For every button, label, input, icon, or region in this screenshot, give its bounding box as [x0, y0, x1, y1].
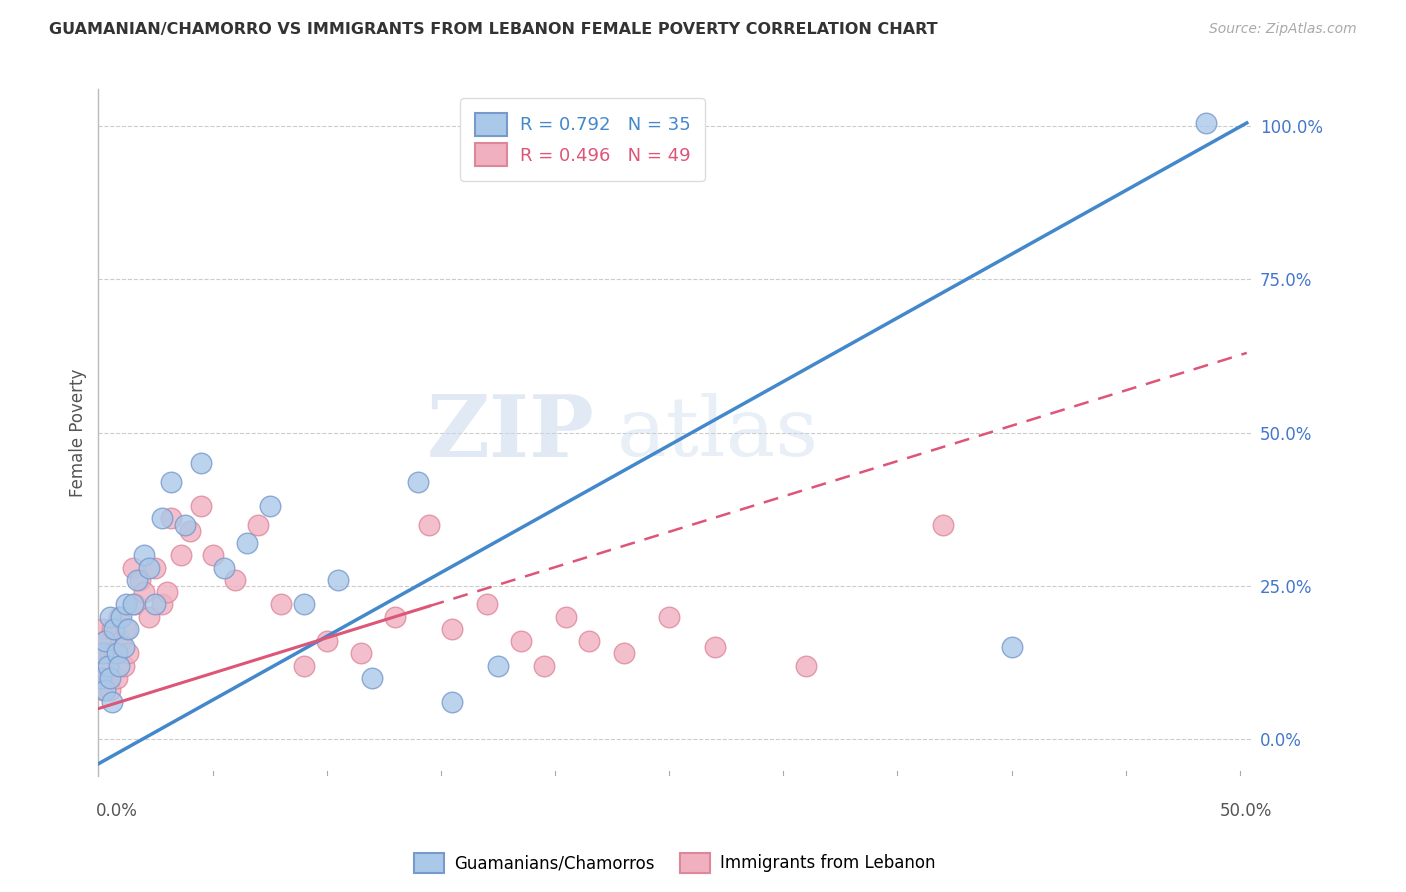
- Point: [121, 560, 143, 574]
- Point: [578, 634, 600, 648]
- Point: [112, 640, 135, 655]
- Point: [384, 609, 406, 624]
- Point: [98, 609, 121, 624]
- Point: [94, 658, 117, 673]
- Point: [270, 598, 292, 612]
- Point: [247, 517, 270, 532]
- Point: [361, 671, 384, 685]
- Point: [703, 640, 725, 655]
- Point: [132, 585, 155, 599]
- Point: [145, 560, 167, 574]
- Text: ZIP: ZIP: [426, 391, 595, 475]
- Point: [103, 622, 125, 636]
- Point: [94, 683, 117, 698]
- Point: [1195, 116, 1218, 130]
- Point: [292, 598, 315, 612]
- Point: [150, 598, 173, 612]
- Point: [794, 658, 817, 673]
- Point: [98, 646, 121, 660]
- Point: [127, 573, 149, 587]
- Y-axis label: Female Poverty: Female Poverty: [69, 368, 87, 497]
- Point: [110, 609, 132, 624]
- Point: [108, 658, 131, 673]
- Point: [224, 573, 246, 587]
- Point: [169, 548, 191, 563]
- Point: [236, 536, 259, 550]
- Point: [91, 622, 114, 636]
- Point: [174, 517, 197, 532]
- Point: [91, 683, 114, 698]
- Point: [441, 622, 464, 636]
- Point: [138, 609, 160, 624]
- Text: Source: ZipAtlas.com: Source: ZipAtlas.com: [1209, 22, 1357, 37]
- Point: [315, 634, 337, 648]
- Text: 50.0%: 50.0%: [1220, 802, 1272, 820]
- Point: [91, 646, 114, 660]
- Point: [94, 634, 117, 648]
- Point: [108, 609, 131, 624]
- Point: [101, 696, 124, 710]
- Point: [114, 598, 136, 612]
- Point: [658, 609, 681, 624]
- Point: [259, 500, 281, 514]
- Point: [110, 634, 132, 648]
- Point: [509, 634, 531, 648]
- Point: [406, 475, 429, 489]
- Point: [114, 622, 136, 636]
- Point: [326, 573, 349, 587]
- Point: [124, 598, 146, 612]
- Point: [212, 560, 235, 574]
- Point: [96, 671, 118, 685]
- Point: [486, 658, 509, 673]
- Point: [190, 456, 212, 470]
- Point: [441, 696, 464, 710]
- Legend: R = 0.792   N = 35, R = 0.496   N = 49: R = 0.792 N = 35, R = 0.496 N = 49: [460, 98, 704, 181]
- Text: 0.0%: 0.0%: [96, 802, 138, 820]
- Point: [201, 548, 224, 563]
- Point: [105, 646, 128, 660]
- Point: [103, 646, 125, 660]
- Point: [98, 671, 121, 685]
- Point: [90, 671, 112, 685]
- Point: [418, 517, 440, 532]
- Point: [156, 585, 179, 599]
- Point: [932, 517, 955, 532]
- Point: [90, 646, 112, 660]
- Point: [350, 646, 373, 660]
- Point: [117, 646, 139, 660]
- Point: [160, 475, 183, 489]
- Point: [94, 634, 117, 648]
- Point: [138, 560, 160, 574]
- Point: [132, 548, 155, 563]
- Point: [98, 683, 121, 698]
- Point: [292, 658, 315, 673]
- Text: atlas: atlas: [617, 392, 820, 473]
- Point: [121, 598, 143, 612]
- Point: [96, 658, 118, 673]
- Point: [475, 598, 498, 612]
- Point: [145, 598, 167, 612]
- Point: [533, 658, 555, 673]
- Point: [612, 646, 634, 660]
- Point: [179, 524, 201, 538]
- Point: [112, 658, 135, 673]
- Point: [117, 622, 139, 636]
- Legend: Guamanians/Chamorros, Immigrants from Lebanon: Guamanians/Chamorros, Immigrants from Le…: [408, 847, 942, 880]
- Point: [150, 511, 173, 525]
- Point: [1001, 640, 1024, 655]
- Point: [555, 609, 578, 624]
- Point: [90, 671, 112, 685]
- Point: [190, 500, 212, 514]
- Point: [128, 573, 150, 587]
- Point: [160, 511, 183, 525]
- Point: [105, 671, 128, 685]
- Text: GUAMANIAN/CHAMORRO VS IMMIGRANTS FROM LEBANON FEMALE POVERTY CORRELATION CHART: GUAMANIAN/CHAMORRO VS IMMIGRANTS FROM LE…: [49, 22, 938, 37]
- Point: [101, 622, 124, 636]
